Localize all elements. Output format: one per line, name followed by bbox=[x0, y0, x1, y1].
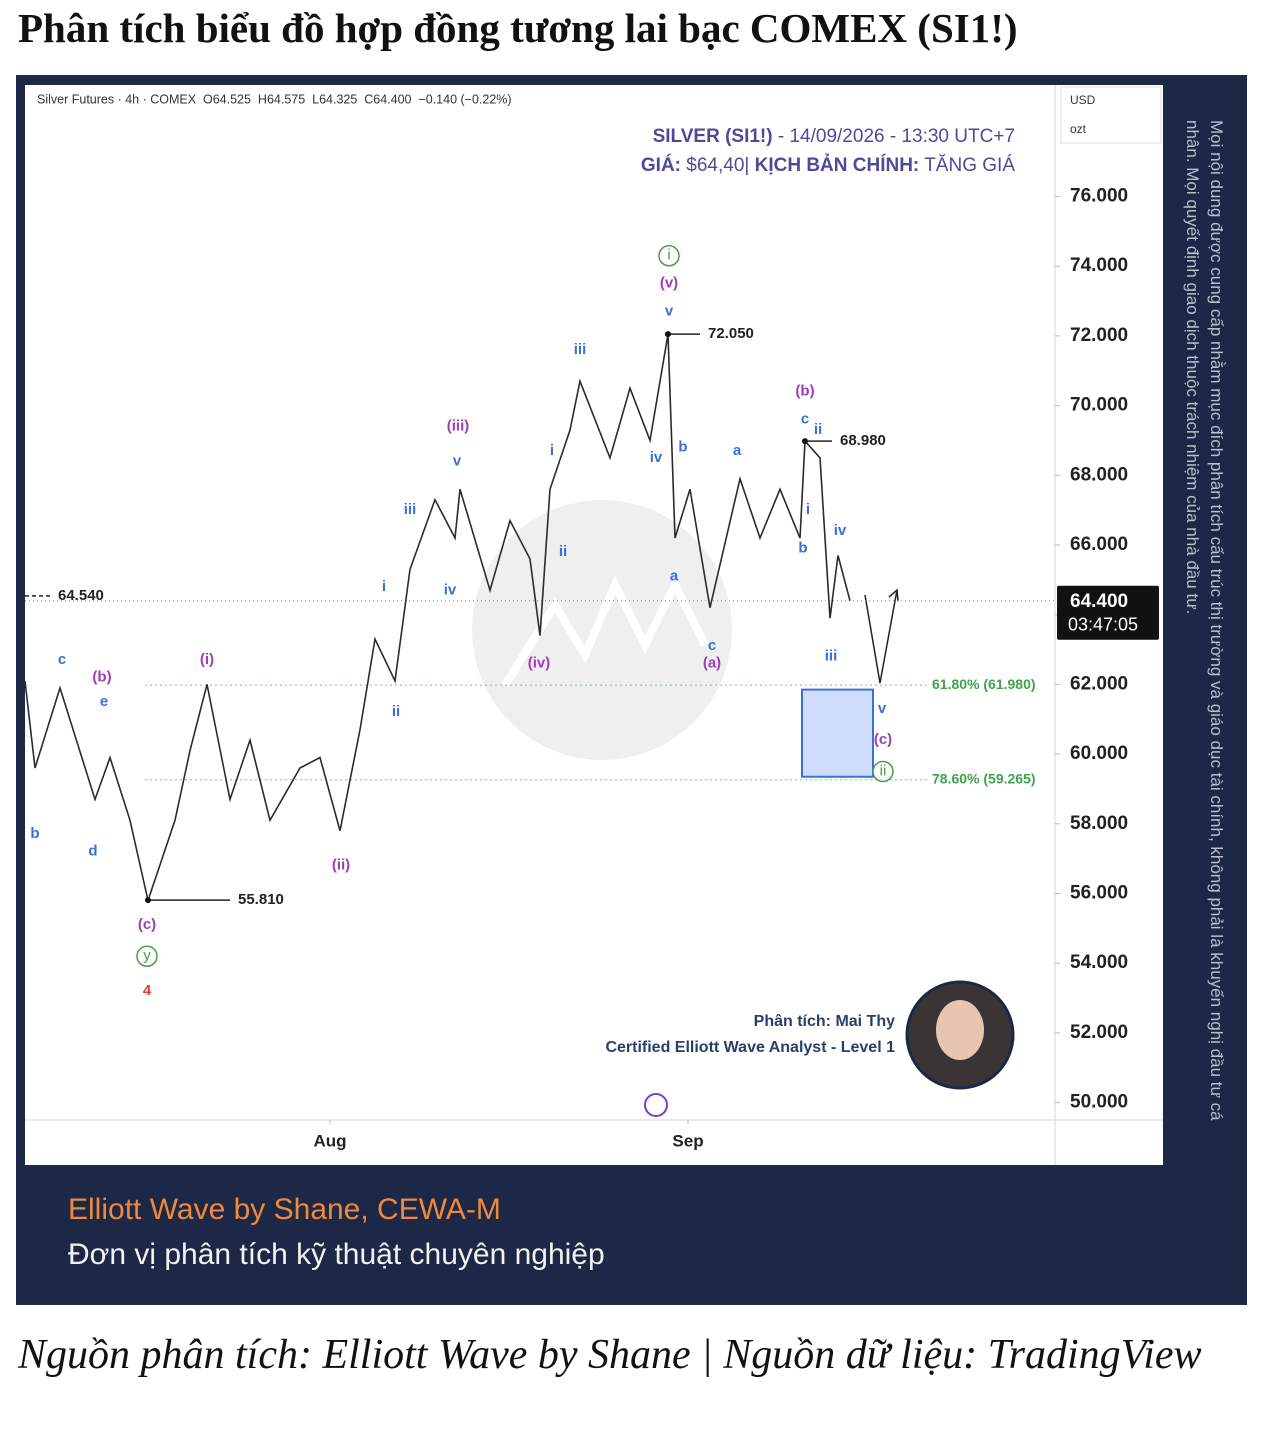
watermark-logo bbox=[501, 575, 709, 688]
wave-label: a bbox=[733, 442, 742, 459]
wave-label: a bbox=[670, 567, 679, 584]
price-text: $64,40| bbox=[681, 155, 755, 176]
price-line bbox=[25, 334, 851, 904]
footer-tagline: Đơn vị phân tích kỹ thuật chuyên nghiệp bbox=[68, 1238, 605, 1271]
wave-label: iii bbox=[574, 341, 587, 358]
wave-label: c bbox=[801, 411, 809, 428]
chart-panel: USD ozt Silver Futures · 4h · COMEX O64.… bbox=[25, 85, 1163, 1165]
overlay-subtitle: GIÁ: $64,40| KỊCH BẢN CHÍNH: TĂNG GIÁ bbox=[641, 154, 1015, 176]
wave-circle bbox=[658, 245, 680, 267]
currency: USD bbox=[1070, 93, 1096, 107]
source-note: Nguồn phân tích: Elliott Wave by Shane |… bbox=[18, 1332, 1202, 1378]
wave-label: (i) bbox=[200, 651, 214, 668]
wave-label: (b) bbox=[92, 668, 111, 685]
title-rest: - 14/09/2026 - 13:30 UTC+7 bbox=[773, 126, 1015, 147]
wave-label: 4 bbox=[143, 982, 152, 999]
price-level-label: 64.540 bbox=[58, 587, 104, 604]
wave-label: ii bbox=[814, 421, 822, 438]
wave-label: (iii) bbox=[447, 417, 470, 434]
wave-label: iii bbox=[825, 647, 838, 664]
y-tick-label: 62.000 bbox=[1070, 673, 1128, 694]
analyst-credit: Phân tích: Mai Thy bbox=[754, 1013, 895, 1030]
wave-label: (a) bbox=[703, 654, 721, 671]
scenario-text: TĂNG GIÁ bbox=[919, 155, 1015, 176]
y-tick-label: 74.000 bbox=[1070, 255, 1128, 276]
replay-icon[interactable] bbox=[644, 1093, 668, 1117]
unit-box bbox=[1060, 86, 1162, 144]
wave-label: ii bbox=[559, 543, 567, 560]
wave-label: c bbox=[708, 637, 716, 654]
wave-label: y bbox=[143, 947, 151, 964]
wave-label: iv bbox=[650, 449, 663, 466]
arrow-head bbox=[888, 588, 899, 602]
wave-label: (iv) bbox=[528, 654, 551, 671]
wave-label: iii bbox=[404, 501, 417, 518]
wave-label: ii bbox=[392, 703, 400, 720]
overlay-title: SILVER (SI1!) - 14/09/2026 - 13:30 UTC+7 bbox=[653, 126, 1015, 147]
title-symbol: SILVER (SI1!) bbox=[653, 126, 773, 147]
scenario-label: KỊCH BẢN CHÍNH: bbox=[755, 154, 920, 176]
y-tick-label: 72.000 bbox=[1070, 325, 1128, 346]
y-tick-label: 66.000 bbox=[1070, 534, 1128, 555]
wave-label: iv bbox=[444, 581, 457, 598]
last-price-label: 64.400 bbox=[1070, 591, 1128, 612]
chart: USD ozt Silver Futures · 4h · COMEX O64.… bbox=[25, 85, 1163, 1165]
wave-label: i bbox=[806, 501, 810, 518]
wave-circle bbox=[136, 945, 158, 967]
y-tick-label: 68.000 bbox=[1070, 464, 1128, 485]
wave-label: d bbox=[88, 843, 97, 860]
watermark bbox=[472, 500, 732, 760]
wave-label: b bbox=[30, 825, 39, 842]
price-level-dot bbox=[145, 897, 151, 904]
wave-label: b bbox=[678, 438, 687, 455]
wave-label: c bbox=[58, 651, 66, 668]
fib-label: 61.80% (61.980) bbox=[932, 676, 1036, 692]
analyst-face bbox=[936, 1000, 984, 1060]
wave-label: iv bbox=[834, 522, 847, 539]
x-tick-label: Aug bbox=[313, 1131, 346, 1150]
wave-label: (b) bbox=[795, 383, 814, 400]
price-label: GIÁ: bbox=[641, 154, 681, 176]
wave-label: (v) bbox=[660, 275, 678, 292]
projection-arrow bbox=[864, 589, 898, 684]
price-level-label: 72.050 bbox=[708, 325, 754, 342]
y-tick-label: 70.000 bbox=[1070, 395, 1128, 416]
target-zone bbox=[801, 688, 874, 778]
wave-label: e bbox=[100, 693, 108, 710]
symbol-info: Silver Futures · 4h · COMEX O64.525 H64.… bbox=[37, 92, 512, 106]
wave-label: (c) bbox=[138, 916, 156, 933]
y-tick-label: 58.000 bbox=[1070, 813, 1128, 834]
wave-circle bbox=[872, 760, 894, 783]
y-tick-label: 50.000 bbox=[1070, 1092, 1128, 1113]
unit: ozt bbox=[1070, 122, 1087, 136]
fib-label: 78.60% (59.265) bbox=[932, 770, 1036, 786]
wave-label: (ii) bbox=[332, 857, 350, 874]
wave-label: v bbox=[665, 302, 674, 319]
wave-label: i bbox=[667, 247, 670, 264]
wave-label: v bbox=[453, 452, 462, 469]
x-tick-label: Sep bbox=[672, 1131, 703, 1150]
price-level-dot bbox=[665, 331, 671, 338]
wave-label: i bbox=[550, 442, 554, 459]
analyst-cert: Certified Elliott Wave Analyst - Level 1 bbox=[605, 1039, 895, 1056]
price-level-dot bbox=[802, 438, 808, 445]
wave-label: b bbox=[798, 539, 807, 556]
disclaimer: Mọi nội dung được cung cấp nhằm mục đích… bbox=[1183, 120, 1226, 1121]
countdown: 03:47:05 bbox=[1068, 615, 1138, 635]
y-tick-label: 76.000 bbox=[1070, 186, 1128, 207]
y-tick-label: 56.000 bbox=[1070, 883, 1128, 904]
page-title: Phân tích biểu đồ hợp đồng tương lai bạc… bbox=[18, 5, 1018, 51]
price-level-label: 55.810 bbox=[238, 891, 284, 908]
last-price-box bbox=[1057, 585, 1159, 640]
price-level-label: 68.980 bbox=[840, 432, 886, 449]
y-tick-label: 60.000 bbox=[1070, 743, 1128, 764]
y-tick-label: 54.000 bbox=[1070, 952, 1128, 973]
footer-brand: Elliott Wave by Shane, CEWA-M bbox=[68, 1193, 501, 1226]
wave-label: (c) bbox=[874, 731, 892, 748]
y-tick-label: 52.000 bbox=[1070, 1022, 1128, 1043]
wave-label: i bbox=[382, 578, 386, 595]
wave-label: v bbox=[878, 700, 887, 717]
wave-label: ii bbox=[880, 762, 887, 779]
